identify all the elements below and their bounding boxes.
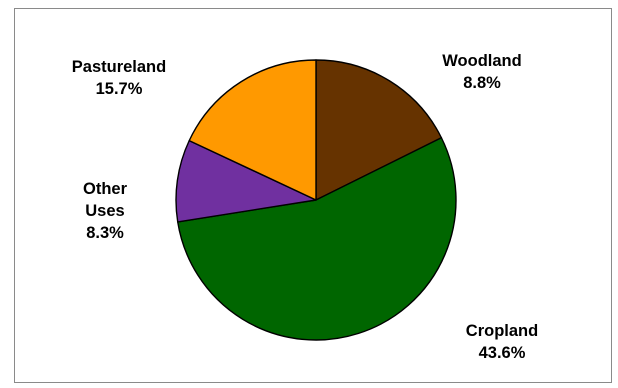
pie-slice-other-uses xyxy=(175,139,317,223)
slice-label-cropland: Cropland 43.6% xyxy=(465,322,539,362)
pie-slice-pastureland xyxy=(188,59,317,201)
slice-label-pastureland: Pastureland 15.7% xyxy=(71,58,167,98)
slice-label-other-uses: Other Uses 8.3% xyxy=(82,180,127,242)
pie-slice-cropland xyxy=(177,137,457,341)
pie-slice-woodland xyxy=(315,59,443,201)
slice-label-woodland: Woodland 8.8% xyxy=(442,52,522,92)
